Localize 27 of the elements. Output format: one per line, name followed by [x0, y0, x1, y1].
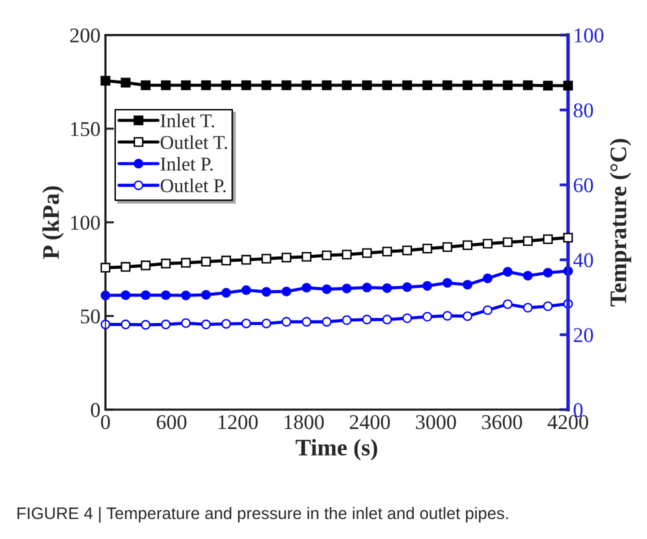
caption: FIGURE 4 | Temperature and pressure in the inlet and outlet pipes. — [18, 506, 508, 523]
y-axis-title: P (kPa) — [42, 186, 64, 259]
x-axis-title: Time (s) — [296, 438, 378, 460]
legend-label: Inlet P. — [160, 156, 213, 171]
x-tick-label: 600 — [156, 415, 186, 430]
y-tick-label: 200 — [70, 28, 100, 42]
y-tick-label: 0 — [90, 403, 100, 418]
y2-tick-label: 60 — [574, 178, 593, 192]
legend-label: Outlet T. — [160, 135, 228, 150]
x-tick-label: 3600 — [482, 415, 522, 430]
y2-tick-label: 80 — [574, 103, 593, 118]
y2-tick-label: 100 — [574, 28, 604, 42]
y-tick-label: 150 — [71, 122, 100, 136]
y2-tick-label: 0 — [574, 403, 583, 418]
y2-tick-label: 40 — [573, 253, 593, 268]
y2-axis-title: Temprature (°C) — [610, 138, 632, 306]
y-tick-label: 50 — [80, 309, 100, 324]
x-tick-label: 1200 — [218, 415, 258, 430]
x-tick-label: 1800 — [284, 415, 324, 430]
y2-tick-label: 20 — [574, 328, 593, 342]
y-tick-label: 100 — [71, 216, 100, 230]
x-tick-label: 2400 — [350, 415, 390, 430]
legend-label: Inlet T. — [160, 114, 214, 128]
x-tick-label: 4200 — [548, 415, 588, 430]
legend-label: Outlet P. — [160, 178, 226, 192]
x-tick-label: 0 — [101, 415, 110, 430]
x-tick-label: 3000 — [416, 415, 456, 430]
